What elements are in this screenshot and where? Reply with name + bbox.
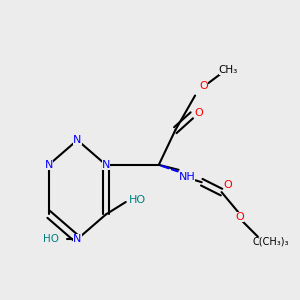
Text: N: N — [73, 234, 82, 244]
Text: N: N — [73, 135, 82, 145]
Text: N: N — [102, 160, 110, 170]
Text: O: O — [199, 81, 208, 91]
Text: CH₃: CH₃ — [218, 65, 238, 75]
Text: HO: HO — [43, 234, 59, 244]
Text: O: O — [194, 108, 203, 118]
Text: O: O — [235, 212, 244, 222]
Text: HO: HO — [129, 194, 146, 205]
Text: O: O — [224, 180, 233, 190]
Text: N: N — [45, 160, 53, 170]
Text: NH: NH — [178, 172, 195, 182]
Text: C(CH₃)₃: C(CH₃)₃ — [253, 237, 289, 247]
